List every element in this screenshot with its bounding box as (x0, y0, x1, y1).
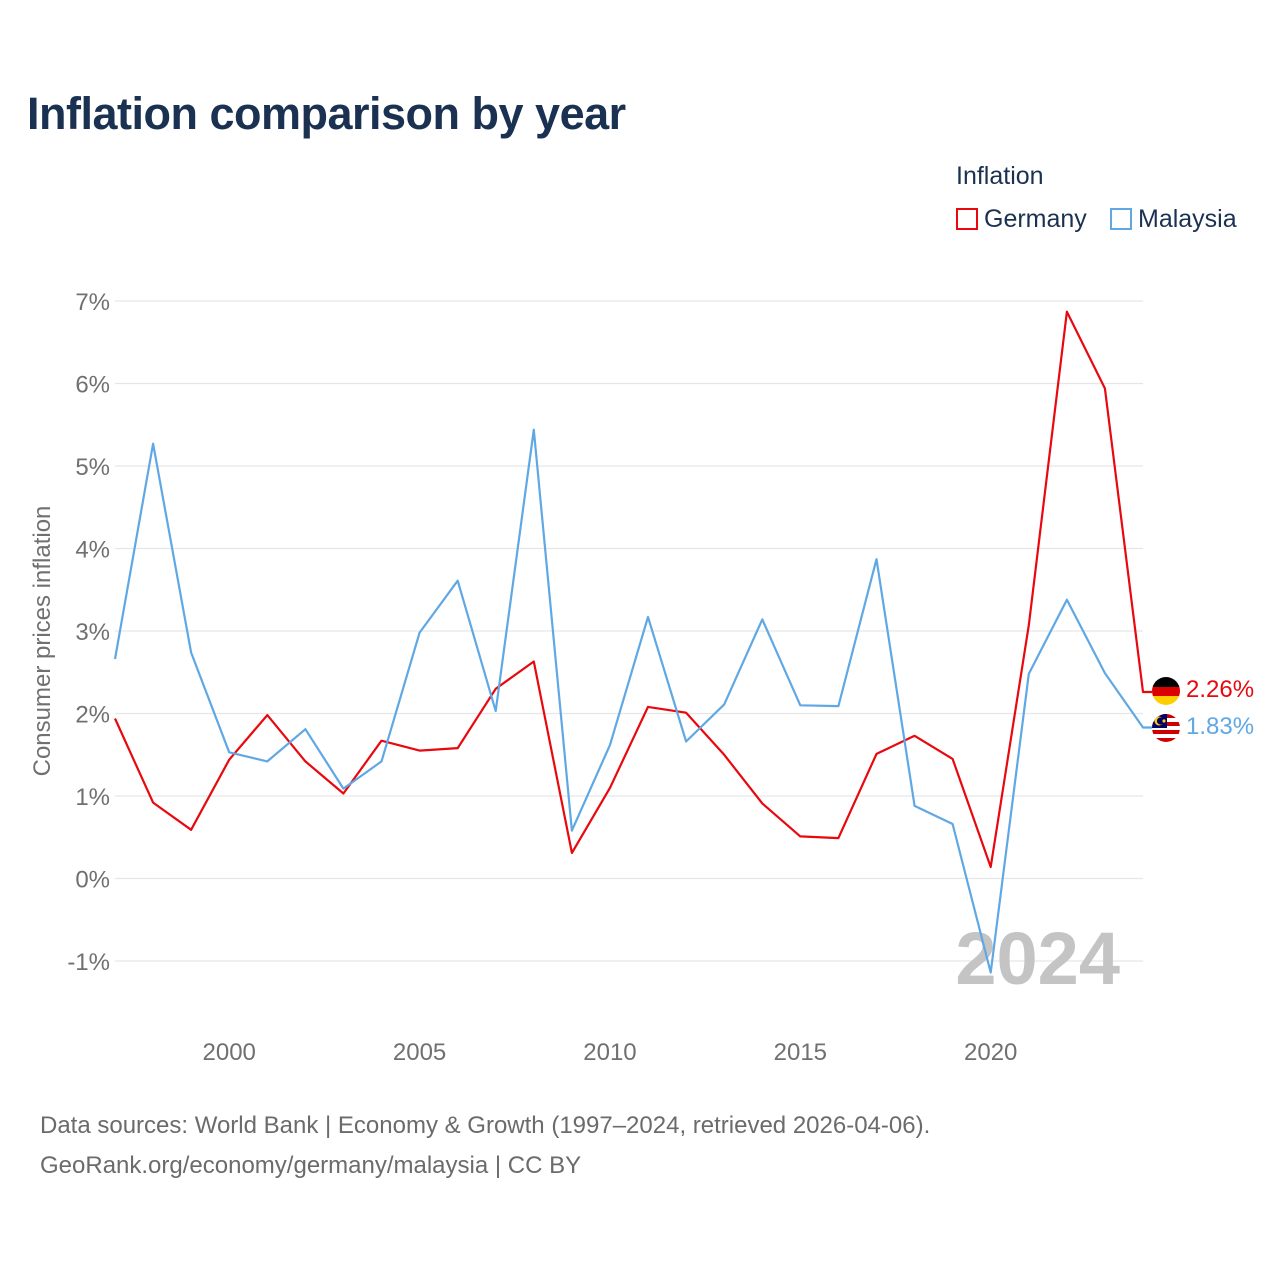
y-tick-label: 1% (75, 784, 110, 811)
y-tick-label: 7% (75, 289, 110, 316)
end-label-germany: 2.26% (1186, 676, 1254, 703)
legend-label-germany: Germany (984, 204, 1087, 233)
y-axis-label: Consumer prices inflation (29, 506, 56, 777)
line-chart: -1% 0% 1% 2% 3% 4% 5% 6% 7% 2000 2005 2010 2015 2020… (29, 289, 1254, 1066)
legend-swatch-germany (956, 208, 978, 230)
legend-title: Inflation (956, 162, 1044, 190)
footer-link[interactable]: GeoRank.org/economy/germany/malaysia | C… (40, 1152, 582, 1179)
footer-sources: Data sources: World Bank | Economy & Gro… (40, 1112, 931, 1139)
legend-item-germany[interactable]: Germany (956, 204, 1087, 234)
germany-flag-icon (1152, 677, 1180, 705)
y-tick-label: 6% (75, 372, 110, 399)
series-line-germany[interactable] (113, 310, 1152, 869)
y-tick-label: 5% (75, 454, 110, 481)
year-watermark: 2024 (955, 917, 1120, 1000)
series-line-malaysia[interactable] (113, 428, 1152, 974)
malaysia-flag-icon (1152, 714, 1180, 742)
x-tick-label: 2010 (583, 1039, 636, 1066)
x-tick-label: 2020 (964, 1039, 1017, 1066)
legend-swatch-malaysia (1110, 208, 1132, 230)
chart-title: Inflation comparison by year (27, 88, 626, 139)
end-label-malaysia: 1.83% (1186, 713, 1254, 740)
y-tick-label: -1% (67, 949, 110, 976)
y-tick-label: 3% (75, 619, 110, 646)
y-tick-label: 0% (75, 867, 110, 894)
x-tick-label: 2000 (203, 1039, 256, 1066)
footer: Data sources: World Bank | Economy & Gro… (40, 1106, 930, 1186)
y-tick-label: 2% (75, 702, 110, 729)
legend-item-malaysia[interactable]: Malaysia (1110, 204, 1237, 234)
legend-label-malaysia: Malaysia (1138, 204, 1237, 233)
y-tick-label: 4% (75, 537, 110, 564)
x-tick-label: 2015 (774, 1039, 827, 1066)
x-tick-label: 2005 (393, 1039, 446, 1066)
